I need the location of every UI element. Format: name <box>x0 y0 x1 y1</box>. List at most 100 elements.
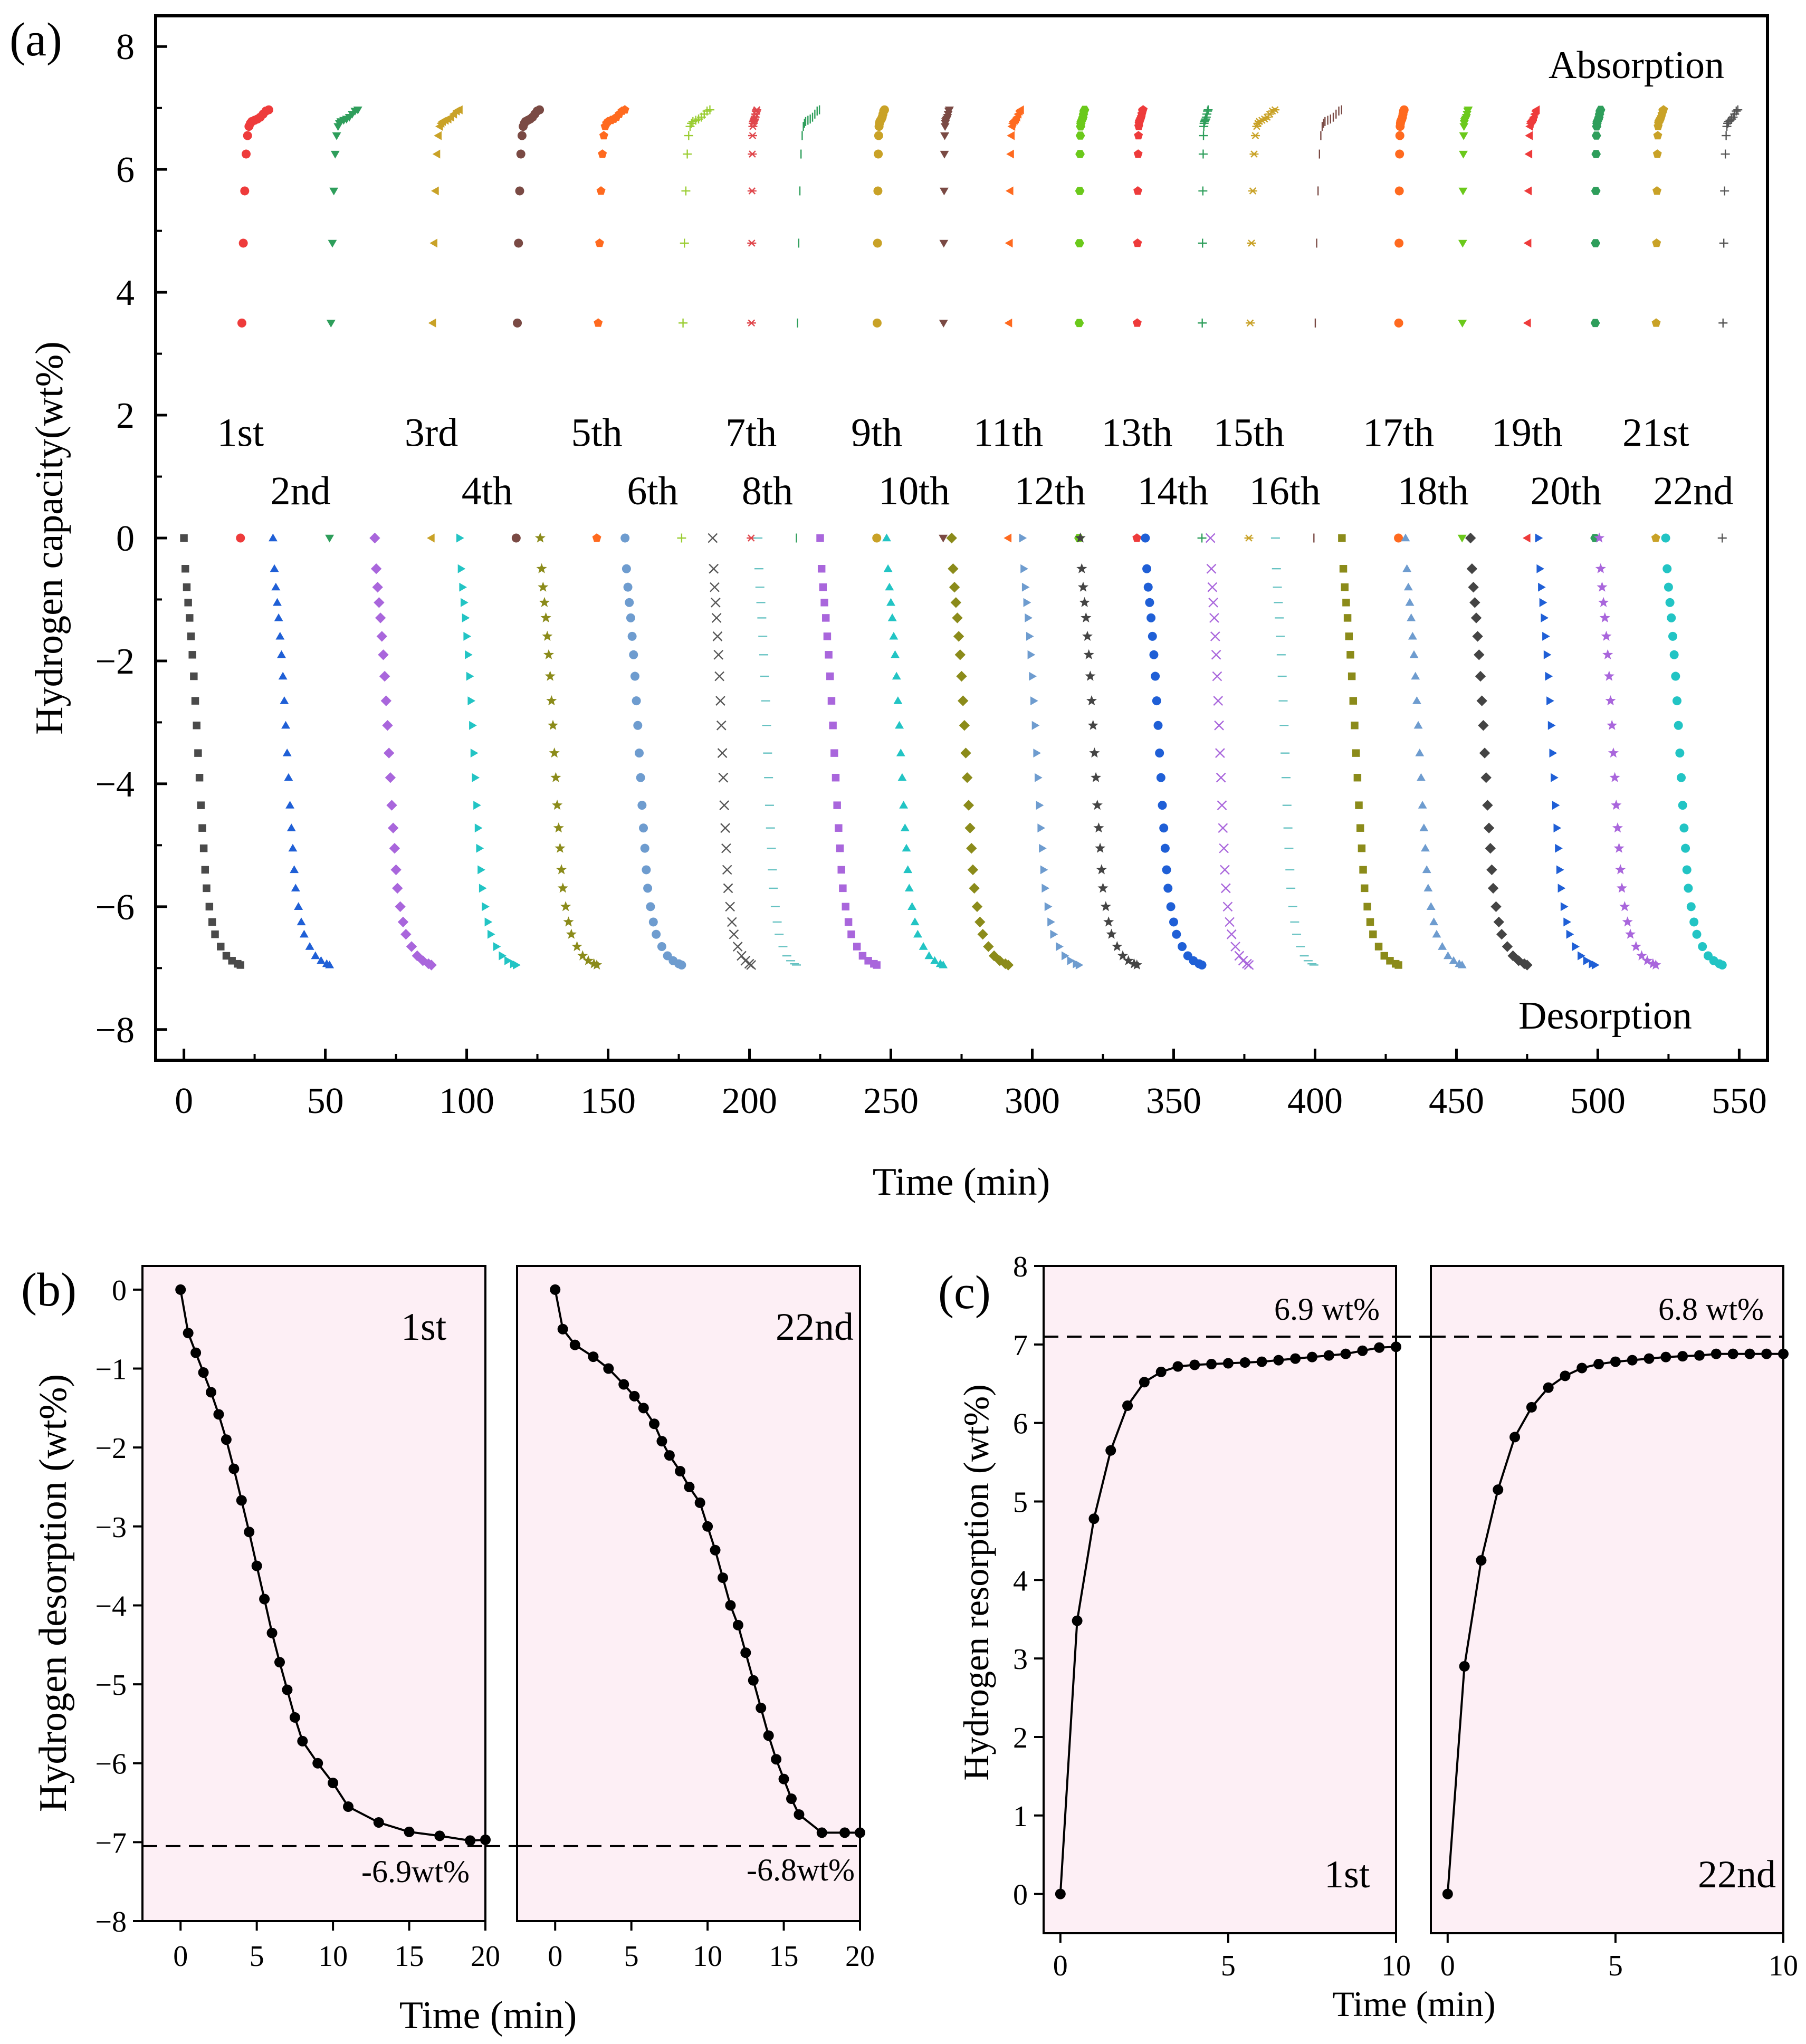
desorption-point <box>1037 823 1045 832</box>
desorption-point <box>1361 885 1368 892</box>
desorption-point <box>1144 583 1153 592</box>
absorption-point <box>748 151 757 157</box>
panel-b-ytick-label: −8 <box>95 1906 127 1939</box>
desorption-point <box>289 844 298 852</box>
desorption-point <box>542 631 552 641</box>
absorption-point <box>1458 240 1467 248</box>
panel-c-point <box>1677 1351 1688 1361</box>
desorption-point <box>1429 917 1438 925</box>
desorption-point <box>899 801 908 809</box>
absorption-point <box>597 186 606 195</box>
panel-b-ytick-label: −3 <box>95 1511 127 1544</box>
desorption-point <box>400 929 411 939</box>
desorption-point <box>952 612 962 623</box>
desorption-point <box>839 885 846 892</box>
desorption-point <box>1341 583 1349 591</box>
desorption-point <box>639 823 648 832</box>
desorption-point <box>1086 695 1097 705</box>
absorption-point <box>747 320 756 326</box>
panel-b-point <box>183 1328 194 1338</box>
desorption-point <box>1444 952 1453 959</box>
absorption-point <box>940 132 949 140</box>
panel-c-point <box>1778 1349 1789 1359</box>
desorption-point <box>622 564 631 573</box>
desorption-point <box>958 695 968 706</box>
absorption-point <box>1249 151 1258 157</box>
absorption-point <box>679 319 687 328</box>
absorption-point <box>1004 534 1011 543</box>
absorption-point <box>1591 187 1601 195</box>
desorption-point <box>1481 772 1492 783</box>
desorption-point <box>485 918 493 927</box>
desorption-point <box>642 865 651 874</box>
absorption-point <box>1394 238 1403 247</box>
cycle-2nd <box>269 107 362 968</box>
absorption-point <box>748 132 757 139</box>
desorption-point <box>538 582 548 592</box>
desorption-point <box>903 865 912 873</box>
desorption-point <box>1225 917 1234 926</box>
desorption-point <box>657 942 666 951</box>
desorption-point <box>891 650 900 658</box>
desorption-point <box>1231 942 1240 951</box>
desorption-point <box>1471 612 1482 623</box>
desorption-point <box>379 671 390 682</box>
desorption-point <box>885 583 894 591</box>
panel-c-xtick-label: 10 <box>1769 1950 1798 1982</box>
desorption-point <box>200 845 207 852</box>
cycle-22nd <box>1661 105 1743 970</box>
desorption-point <box>294 902 303 910</box>
desorption-point <box>1117 950 1128 960</box>
desorption-point <box>1563 918 1571 927</box>
absorption-point <box>873 186 882 195</box>
panel-c-point <box>1560 1370 1570 1381</box>
panel-b-point <box>570 1340 580 1350</box>
desorption-point <box>1661 534 1670 543</box>
panel-b-point <box>771 1754 781 1764</box>
desorption-point <box>389 843 400 853</box>
panel-c-left-note: 6.9 wt% <box>1274 1292 1380 1327</box>
desorption-point <box>1550 748 1557 757</box>
desorption-point <box>1548 721 1556 730</box>
panel-b-point <box>710 1545 721 1556</box>
panel-b-point <box>228 1464 239 1474</box>
desorption-point <box>822 614 829 621</box>
desorption-point <box>873 961 880 968</box>
cycle-11th <box>947 105 1024 971</box>
desorption-point <box>482 902 490 911</box>
desorption-point <box>1355 801 1362 809</box>
absorption-point <box>1075 239 1084 247</box>
panel-b-point <box>244 1527 254 1537</box>
desorption-point <box>643 884 652 893</box>
absorption-point <box>880 105 889 114</box>
panel-a-xtick-label: 0 <box>175 1081 193 1121</box>
desorption-point <box>572 941 582 951</box>
desorption-point <box>1344 614 1351 621</box>
panel-b-point <box>465 1835 475 1846</box>
desorption-point <box>1032 721 1040 730</box>
panel-b-xtick-label: 5 <box>624 1940 639 1973</box>
panel-c-point <box>1442 1889 1453 1899</box>
desorption-point <box>1026 632 1034 641</box>
panel-b-point <box>374 1817 384 1828</box>
desorption-point <box>1153 721 1162 730</box>
panel-c-point <box>1509 1432 1520 1442</box>
absorption-point <box>535 105 544 114</box>
desorption-point <box>1486 865 1497 875</box>
desorption-point <box>311 952 320 959</box>
panel-c-point <box>1711 1349 1722 1359</box>
desorption-point <box>1354 774 1361 781</box>
desorption-point <box>1149 650 1158 659</box>
desorption-point <box>911 917 920 925</box>
desorption-point <box>966 843 977 853</box>
desorption-point <box>1213 696 1222 705</box>
panel-b-point <box>282 1685 292 1695</box>
panel-b-left-background <box>142 1266 485 1921</box>
absorption-point <box>1652 238 1661 247</box>
panel-c-point <box>1055 1889 1066 1899</box>
desorption-point <box>963 800 974 810</box>
desorption-point <box>1468 582 1478 592</box>
panel-b-point <box>649 1418 660 1429</box>
desorption-point <box>1622 916 1633 926</box>
desorption-point <box>284 773 293 781</box>
